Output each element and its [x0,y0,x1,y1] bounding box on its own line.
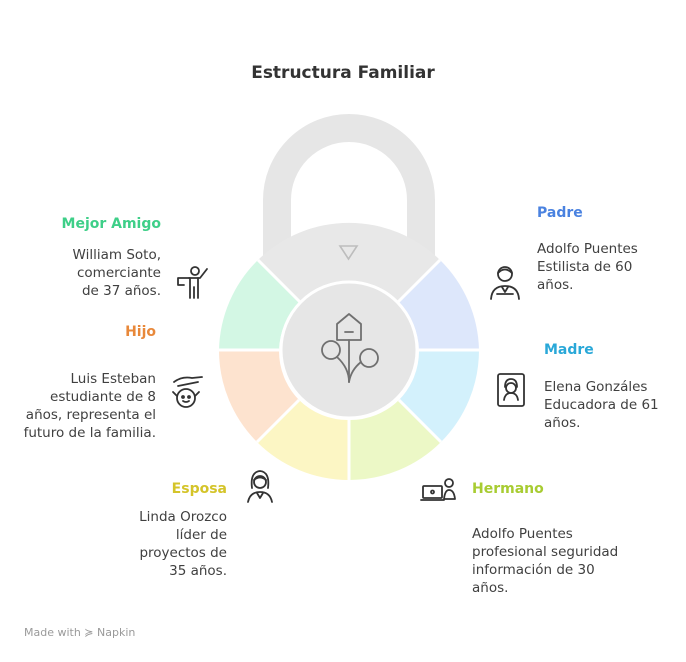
laptop-user-icon [420,478,456,501]
woman-icon [247,470,273,503]
desc-hijo: Luis Esteban estudiante de 8 años, repre… [23,371,156,441]
label-madre: Madre [544,342,594,358]
label-hermano: Hermano [472,481,544,497]
desc-hermano: Adolfo Puentes profesional seguridad inf… [472,526,619,596]
desc-padre: Adolfo Puentes Estilista de 60 años. [537,241,638,293]
label-hijo: Hijo [125,324,156,340]
portrait-icon [497,373,525,407]
label-padre: Padre [537,205,583,221]
segment-top [258,222,440,302]
desc-esposa: Linda Orozco líder de proyectos de 35 añ… [139,509,227,579]
child-hand-icon [172,376,203,408]
pointing-person-icon [177,266,208,299]
desc-mejor-amigo: William Soto, comerciante de 37 años. [72,247,161,299]
desc-madre: Elena Gonzáles Educadora de 61 años. [544,379,659,431]
footer-credit: Made with ≽ Napkin [24,626,136,639]
label-esposa: Esposa [171,481,227,497]
man-icon [490,266,520,300]
label-mejor-amigo: Mejor Amigo [61,216,161,232]
lock-shackle [263,114,435,268]
triangle-marker [338,245,359,261]
diagram-title: Estructura Familiar [251,63,435,83]
family-tree-icon [321,313,379,383]
